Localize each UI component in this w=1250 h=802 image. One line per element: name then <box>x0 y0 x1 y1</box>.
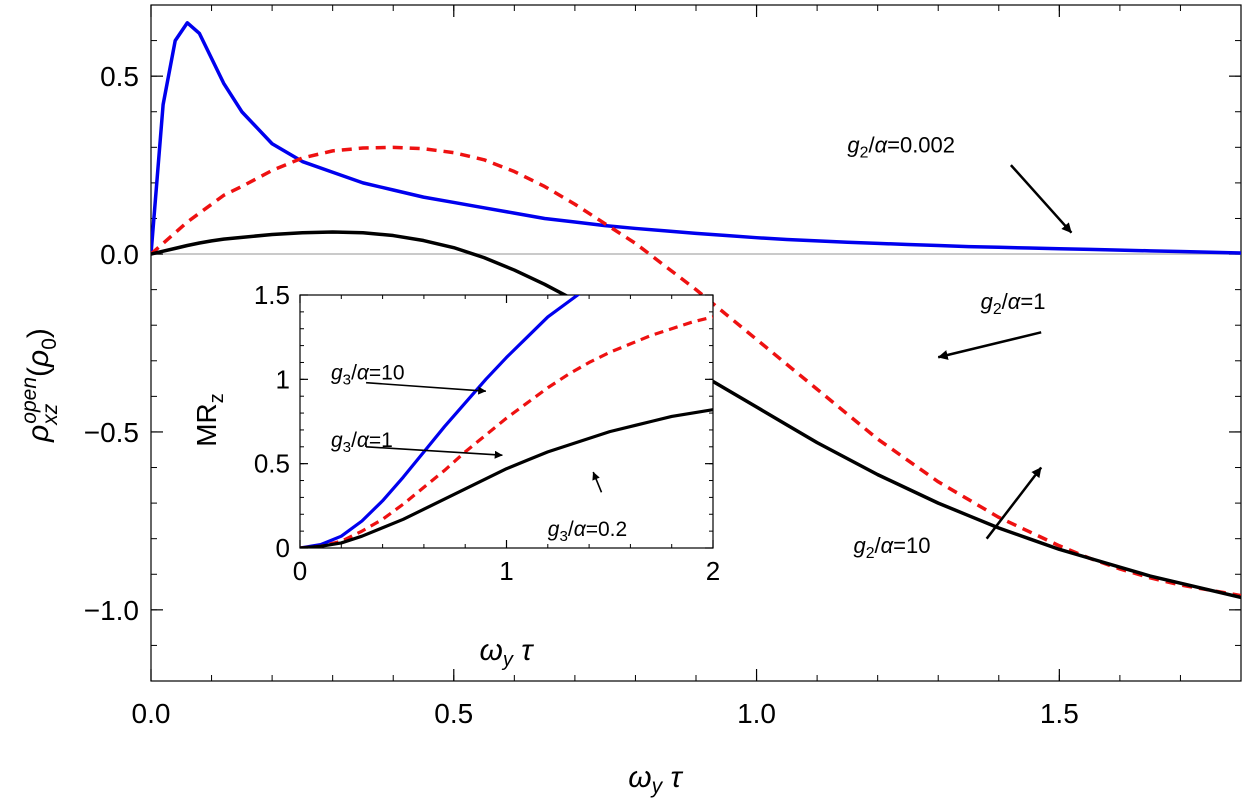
inset-series-0 <box>300 295 581 548</box>
main-annotation-label: g2/α=1 <box>981 289 1046 318</box>
inset-y-tick-label: 0.5 <box>254 449 290 479</box>
main-annotation-arrow <box>1009 164 1073 234</box>
main-x-tick-label: 0.5 <box>434 698 473 729</box>
inset-ticks <box>299 294 714 549</box>
inset-y-tick-label: 1.5 <box>254 280 290 310</box>
main-annotation-arrow <box>937 331 1042 360</box>
main-y-tick-label: 0.0 <box>100 239 139 270</box>
main-annotation-label: g2/α=10 <box>853 533 930 562</box>
inset-annotation-label: g3/α=10 <box>331 361 405 388</box>
main-series-0 <box>151 21 1241 255</box>
inset-x-tick-label: 0 <box>293 556 307 586</box>
main-y-tick-label: −0.5 <box>84 417 139 448</box>
main-annotation-label: g2/α=0.002 <box>847 133 955 162</box>
main-x-tick-label: 0.0 <box>132 698 171 729</box>
main-annotation-arrow <box>985 466 1043 540</box>
inset-x-tick-label: 1 <box>499 556 513 586</box>
inset-y-tick-label: 1 <box>276 364 290 394</box>
inset-tick-labels: 0 1 2 0 0.5 1 1.5 <box>254 280 720 586</box>
main-y-tick-label: 0.5 <box>100 61 139 92</box>
inset-y-tick-label: 0 <box>276 533 290 563</box>
inset-annotation-arrow <box>592 471 603 493</box>
inset-annotation-arrow <box>366 381 487 395</box>
inset-annotation-arrow <box>366 446 503 459</box>
inset-annotation-label: g3/α=0.2 <box>548 518 627 545</box>
main-annotations: g2/α=0.002 g2/α=1 g2/α=10 <box>847 133 1073 562</box>
main-x-tick-label: 1.5 <box>1040 698 1079 729</box>
main-y-axis-label: ρxzopen(ρ0) <box>18 328 62 443</box>
inset-x-axis-label: ωy τ <box>480 634 535 671</box>
inset-series <box>300 295 713 548</box>
main-x-tick-label: 1.0 <box>737 698 776 729</box>
main-tick-labels: 0.0 0.5 1.0 1.5 0.5 0.0 −0.5 −1.0 <box>84 61 1079 729</box>
main-y-tick-label: −1.0 <box>84 595 139 626</box>
main-x-axis-label: ωy τ <box>628 761 683 798</box>
inset-annotation-label: g3/α=1 <box>331 429 393 456</box>
inset-series-2 <box>300 408 713 548</box>
inset-x-tick-label: 2 <box>706 556 720 586</box>
inset-annotations: g3/α=10 g3/α=1 g3/α=0.2 <box>331 361 627 545</box>
main-series-1 <box>151 145 1241 598</box>
inset-series-1 <box>300 315 713 548</box>
